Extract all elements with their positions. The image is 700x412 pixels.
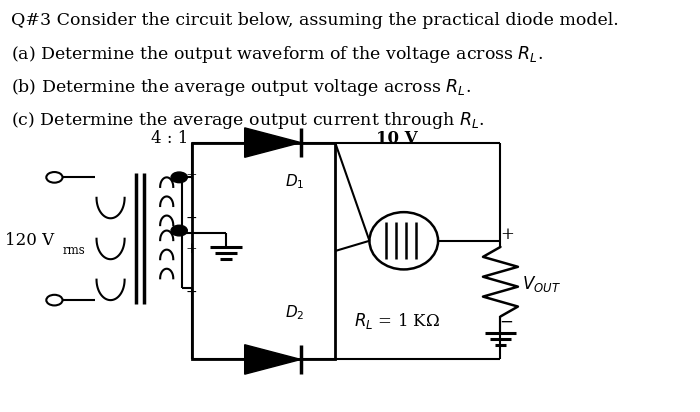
Text: +: + [500, 226, 514, 243]
Text: (b) Determine the average output voltage across $R_L$.: (b) Determine the average output voltage… [10, 77, 471, 98]
Circle shape [46, 172, 62, 183]
Polygon shape [245, 128, 301, 157]
Text: Q#3 Consider the circuit below, assuming the practical diode model.: Q#3 Consider the circuit below, assuming… [10, 12, 619, 28]
Text: (a) Determine the output waveform of the voltage across $R_L$.: (a) Determine the output waveform of the… [10, 44, 543, 66]
Text: 120 V: 120 V [4, 232, 54, 249]
Circle shape [171, 172, 188, 183]
Text: +: + [186, 242, 197, 256]
Circle shape [171, 225, 188, 236]
Text: −: − [186, 285, 197, 299]
Text: $D_1$: $D_1$ [285, 172, 304, 191]
Text: −: − [186, 211, 197, 225]
Bar [192, 143, 335, 359]
Text: rms: rms [62, 243, 85, 257]
Text: −: − [499, 314, 513, 331]
Text: +: + [186, 169, 197, 182]
Polygon shape [245, 345, 301, 374]
Text: 10 V: 10 V [376, 130, 417, 147]
Text: $V_{OUT}$: $V_{OUT}$ [522, 274, 561, 294]
Text: 4 : 1: 4 : 1 [151, 130, 188, 147]
Text: $R_L$ = 1 KΩ: $R_L$ = 1 KΩ [354, 311, 440, 330]
Circle shape [46, 295, 62, 305]
Text: (c) Determine the average output current through $R_L$.: (c) Determine the average output current… [10, 110, 484, 131]
Text: $D_2$: $D_2$ [285, 303, 304, 322]
